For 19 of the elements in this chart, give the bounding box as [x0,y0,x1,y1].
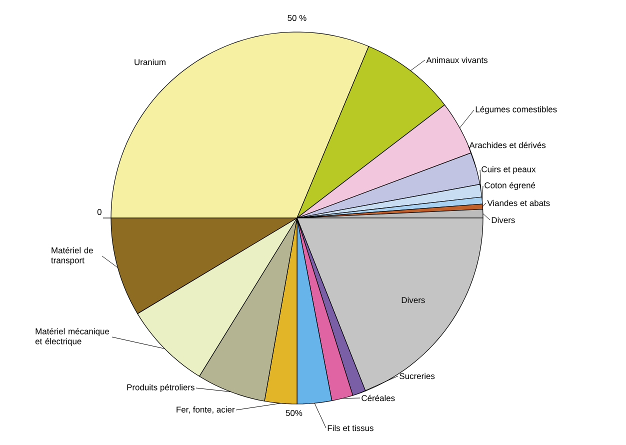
slice-label: Cuirs et peaux [482,166,536,174]
slice-label: Matériel de transport [51,247,93,265]
text: 0 [97,209,102,215]
slice-label: Sucreries [400,372,435,380]
slice-label: Animaux vivants [426,56,488,64]
slice-label: Matériel mécanique et électrique [35,328,110,346]
text: 50% [286,410,302,416]
slice-label: Fer, fonte, acier [176,406,235,414]
slice-label: Coton égrené [484,182,536,190]
slice-label: Divers [402,296,425,304]
slice-label: Uranium [134,58,166,66]
slice-label: Viandes et abats [487,200,550,206]
slice-label: Fils et tissus [328,424,374,432]
slice-label: Produits pétroliers [127,384,194,392]
slice-label: Arachides et dérivés [469,142,546,148]
slice-label: Légumes comestibles [476,106,557,114]
slice-label: Divers [492,216,515,224]
slice-label: Céréales [362,394,395,402]
text: 50 % [288,15,306,21]
